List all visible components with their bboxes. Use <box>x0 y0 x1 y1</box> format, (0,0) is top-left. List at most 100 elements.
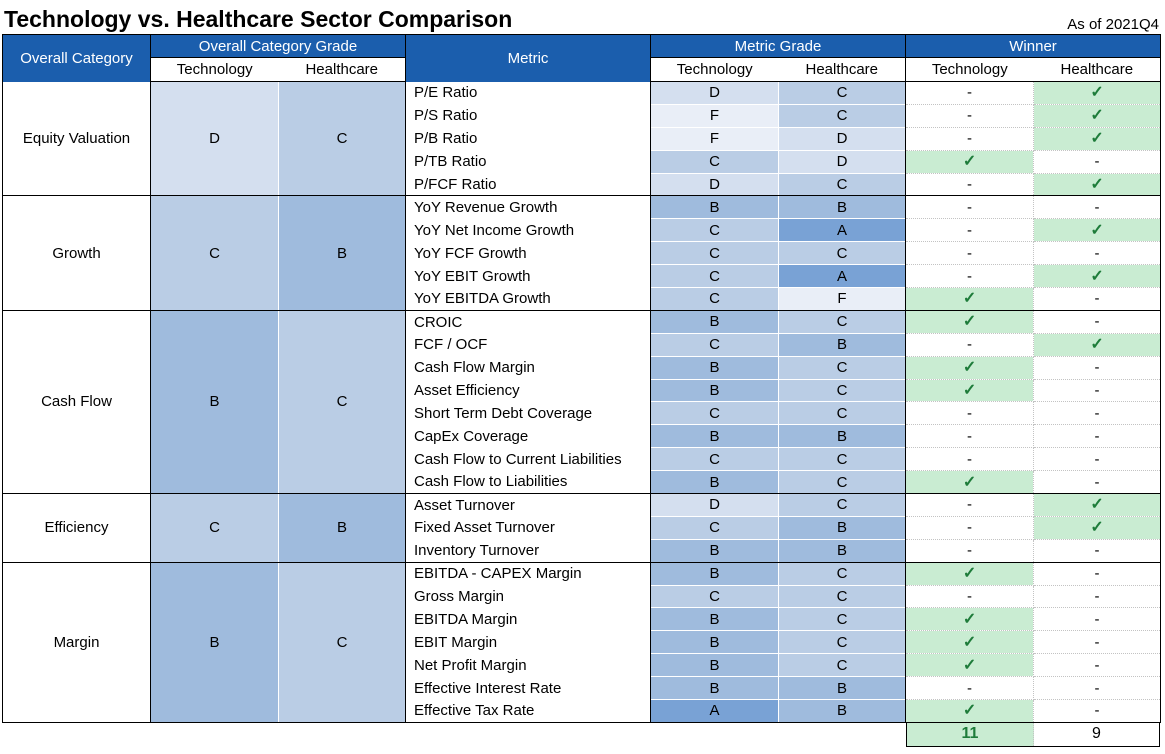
winner-total-healthcare: 9 <box>1034 722 1159 746</box>
winner-total-technology: 11 <box>907 722 1034 746</box>
metric-grade-technology-cell: C <box>650 150 779 174</box>
subheader-winner-healthcare: Healthcare <box>1033 57 1161 82</box>
header-winner: Winner <box>905 34 1161 58</box>
table-row: Efficiency C B Asset Turnover D C - ✓ <box>2 493 1161 563</box>
metric-grade-healthcare-cell: C <box>778 607 907 632</box>
table-row: Growth C B YoY Revenue Growth B B - - <box>2 195 1161 311</box>
metric-name-cell: YoY EBIT Growth <box>405 264 651 288</box>
winner-technology-cell: - <box>905 539 1035 563</box>
winner-technology-cell: - <box>905 218 1035 243</box>
winner-technology-cell: - <box>905 424 1035 449</box>
table-row: P/FCF Ratio D C - ✓ <box>3 173 1161 197</box>
winner-healthcare-cell: - <box>1033 585 1161 609</box>
table-body: Equity Valuation D C P/E Ratio D C - ✓ P/S Ratio… <box>2 81 1161 723</box>
overall-grade-technology-cell: B <box>150 310 279 495</box>
metric-grade-healthcare-cell: B <box>778 676 907 701</box>
metric-grade-technology-cell: C <box>650 241 779 266</box>
winner-healthcare-check-icon: ✓ <box>1033 218 1161 243</box>
overall-grade-healthcare-cell: C <box>278 81 406 197</box>
winner-technology-cell: - <box>905 264 1035 289</box>
table-row: Net Profit Margin B C ✓ - <box>3 653 1161 678</box>
metric-grade-technology-cell: C <box>650 401 779 426</box>
metric-name-cell: EBITDA Margin <box>405 607 651 631</box>
table-row: Effective Interest Rate B B - - <box>3 676 1161 701</box>
winner-healthcare-cell: - <box>1033 539 1161 563</box>
overall-grade-healthcare-cell: C <box>278 562 406 723</box>
table-header: Overall Category Overall Category Grade … <box>2 34 1161 82</box>
metric-name-cell: Effective Tax Rate <box>405 699 651 723</box>
winner-healthcare-check-icon: ✓ <box>1033 264 1161 289</box>
winner-technology-check-icon: ✓ <box>905 607 1035 632</box>
metric-grade-healthcare-cell: C <box>778 310 907 334</box>
table-row: Equity Valuation D C P/E Ratio D C - ✓ <box>2 81 1161 197</box>
metric-name-cell: CROIC <box>405 310 651 334</box>
metric-grade-healthcare-cell: A <box>778 218 907 243</box>
metric-grade-healthcare-cell: C <box>778 470 907 495</box>
metric-grade-healthcare-cell: C <box>778 562 907 586</box>
header-metric: Metric <box>405 34 651 82</box>
header-overall-category-grade: Overall Category Grade <box>150 34 406 58</box>
winner-technology-check-icon: ✓ <box>905 653 1035 678</box>
table-row: EBITDA Margin B C ✓ - <box>3 607 1161 632</box>
table-row: Cash Flow Margin B C ✓ - <box>3 356 1161 380</box>
winner-healthcare-cell: - <box>1033 287 1161 311</box>
metric-grade-technology-cell: C <box>650 333 779 357</box>
category-name-cell: Margin <box>2 562 151 723</box>
table-row: Gross Margin C C - - <box>3 585 1161 609</box>
winner-technology-check-icon: ✓ <box>905 699 1035 723</box>
title-bar: Technology vs. Healthcare Sector Compari… <box>2 0 1163 34</box>
winner-healthcare-cell: - <box>1033 562 1161 586</box>
metric-grade-healthcare-cell: A <box>778 264 907 289</box>
metric-name-cell: EBIT Margin <box>405 630 651 654</box>
winner-technology-cell: - <box>905 173 1035 197</box>
metric-grade-technology-cell: F <box>650 104 779 128</box>
metric-name-cell: YoY EBITDA Growth <box>405 287 651 311</box>
overall-grade-technology-cell: B <box>150 562 279 723</box>
winner-technology-cell: - <box>905 81 1035 105</box>
subheader-winner-technology: Technology <box>905 57 1034 82</box>
winner-healthcare-cell: - <box>1033 424 1161 449</box>
metric-name-cell: Effective Interest Rate <box>405 676 651 700</box>
overall-grade-technology-cell: C <box>150 493 279 563</box>
metric-grade-technology-cell: B <box>650 470 779 495</box>
metric-grade-technology-cell: B <box>650 356 779 380</box>
metric-name-cell: YoY Revenue Growth <box>405 195 651 219</box>
metric-grade-technology-cell: B <box>650 653 779 678</box>
winner-technology-check-icon: ✓ <box>905 562 1035 586</box>
table-row: Fixed Asset Turnover C B - ✓ <box>3 516 1161 540</box>
category-name-cell: Growth <box>2 195 151 311</box>
header-overall-category: Overall Category <box>2 34 151 82</box>
metric-grade-healthcare-cell: B <box>778 424 907 449</box>
metric-grade-technology-cell: D <box>650 493 779 517</box>
winner-technology-check-icon: ✓ <box>905 379 1035 403</box>
subheader-mg-technology: Technology <box>650 57 779 82</box>
metric-name-cell: Asset Turnover <box>405 493 651 517</box>
metric-name-cell: Cash Flow Margin <box>405 356 651 380</box>
winner-technology-cell: - <box>905 676 1035 701</box>
metric-grade-healthcare-cell: D <box>778 127 907 151</box>
winner-healthcare-cell: - <box>1033 195 1161 220</box>
metric-grade-healthcare-cell: C <box>778 493 907 517</box>
metric-grade-technology-cell: B <box>650 539 779 563</box>
metric-grade-healthcare-cell: C <box>778 241 907 266</box>
metric-grade-healthcare-cell: B <box>778 539 907 563</box>
winner-healthcare-cell: - <box>1033 676 1161 701</box>
metric-grade-technology-cell: C <box>650 447 779 472</box>
metric-grade-healthcare-cell: C <box>778 104 907 128</box>
metric-name-cell: P/E Ratio <box>405 81 651 105</box>
header-metric-grade: Metric Grade <box>650 34 907 58</box>
winner-technology-check-icon: ✓ <box>905 150 1035 174</box>
metric-grade-healthcare-cell: B <box>778 516 907 540</box>
group-header-row: Overall Category Overall Category Grade … <box>2 34 1161 82</box>
metric-name-cell: Gross Margin <box>405 585 651 608</box>
winner-healthcare-cell: - <box>1033 150 1161 174</box>
winner-healthcare-cell: - <box>1033 630 1161 655</box>
metric-grade-healthcare-cell: B <box>778 195 907 220</box>
table-row: YoY EBIT Growth C A - ✓ <box>3 264 1161 289</box>
metric-grade-healthcare-cell: C <box>778 401 907 426</box>
metric-name-cell: Inventory Turnover <box>405 539 651 563</box>
metric-grade-technology-cell: C <box>650 585 779 609</box>
metric-grade-healthcare-cell: C <box>778 356 907 380</box>
metric-grade-technology-cell: B <box>650 379 779 403</box>
